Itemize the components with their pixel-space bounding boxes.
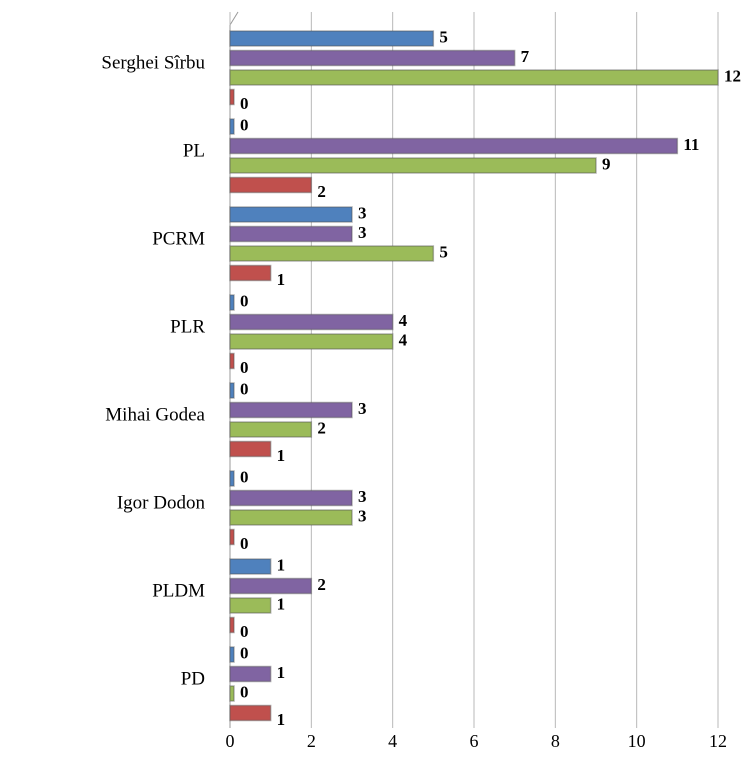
- category-label: PLR: [170, 316, 205, 337]
- category-label: PLDM: [152, 580, 205, 601]
- value-label: 0: [240, 467, 249, 486]
- bar: [229, 313, 394, 331]
- value-label: 3: [358, 399, 367, 418]
- value-label: 1: [277, 710, 286, 729]
- value-label: 12: [724, 66, 741, 85]
- value-label: 2: [317, 575, 326, 594]
- value-label: 1: [277, 663, 286, 682]
- axis-depth: [229, 11, 239, 26]
- value-label: 0: [240, 643, 249, 662]
- bar: [229, 597, 272, 614]
- x-tick-label: 2: [307, 731, 316, 751]
- bar: [229, 225, 353, 243]
- category-label: Serghei Sîrbu: [101, 52, 205, 73]
- value-label: 2: [317, 418, 326, 437]
- x-tick-label: 4: [388, 731, 397, 751]
- bar: [229, 616, 235, 634]
- bar: [229, 294, 235, 311]
- value-label: 7: [521, 47, 530, 66]
- value-label: 1: [277, 555, 286, 574]
- bar: [229, 646, 235, 663]
- bar: [229, 558, 272, 575]
- category-label: PD: [181, 668, 205, 689]
- bar: [229, 264, 272, 282]
- bar: [229, 421, 313, 438]
- value-label: 9: [602, 154, 611, 173]
- bar: [229, 665, 272, 683]
- value-label: 4: [399, 330, 408, 349]
- value-label: 11: [683, 135, 699, 154]
- bar: [229, 157, 597, 174]
- category-label: Mihai Godea: [105, 404, 205, 425]
- bar: [229, 245, 435, 262]
- value-label: 1: [277, 270, 286, 289]
- bar: [229, 401, 353, 419]
- bar: [229, 333, 394, 350]
- value-label: 0: [240, 622, 249, 641]
- value-label: 0: [240, 115, 249, 134]
- bar: [229, 382, 235, 399]
- x-tick-label: 8: [551, 731, 560, 751]
- bar: [229, 509, 353, 526]
- x-tick-label: 0: [226, 731, 235, 751]
- value-label: 3: [358, 487, 367, 506]
- value-label: 1: [277, 446, 286, 465]
- value-label: 0: [240, 379, 249, 398]
- value-label: 0: [240, 94, 249, 113]
- value-label: 0: [240, 291, 249, 310]
- bar: [229, 206, 353, 223]
- bar: [229, 704, 272, 722]
- bar: [229, 88, 235, 106]
- bar: [229, 489, 353, 507]
- bar: [229, 137, 679, 155]
- value-label: 0: [240, 358, 249, 377]
- bar: [229, 118, 235, 135]
- x-tick-label: 12: [709, 731, 727, 751]
- category-label: Igor Dodon: [117, 492, 206, 513]
- bar: [229, 352, 235, 370]
- value-label: 5: [439, 242, 448, 261]
- bar: [229, 49, 516, 67]
- bar: [229, 30, 435, 47]
- value-label: 0: [240, 534, 249, 553]
- bar: [229, 685, 235, 702]
- value-label: 3: [358, 203, 367, 222]
- bar: [229, 577, 313, 595]
- x-tick-label: 6: [470, 731, 479, 751]
- bar: [229, 69, 719, 86]
- value-label: 5: [439, 27, 448, 46]
- bar: [229, 440, 272, 458]
- value-label: 4: [399, 311, 408, 330]
- category-label: PL: [183, 140, 205, 161]
- value-label: 0: [240, 682, 249, 701]
- bar: [229, 470, 235, 487]
- bar: [229, 528, 235, 546]
- bar: [229, 176, 313, 194]
- category-label: PCRM: [152, 228, 205, 249]
- value-label: 3: [358, 506, 367, 525]
- x-tick-label: 10: [628, 731, 646, 751]
- value-label: 1: [277, 594, 286, 613]
- value-label: 2: [317, 182, 326, 201]
- value-label: 3: [358, 223, 367, 242]
